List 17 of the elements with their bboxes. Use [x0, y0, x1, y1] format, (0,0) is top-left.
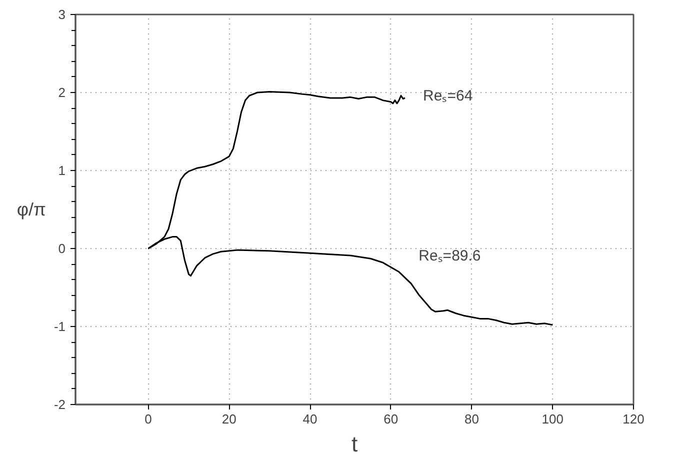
y-tick-label: 1	[58, 163, 66, 178]
series-label: Reₛ=89.6	[418, 247, 481, 264]
y-tick-label: 3	[58, 7, 66, 22]
x-tick-label: 0	[144, 412, 152, 426]
x-tick-label: 20	[222, 412, 236, 426]
y-axis-title: φ/π	[16, 200, 46, 220]
x-tick-label: 40	[302, 412, 318, 426]
y-tick-label: 0	[58, 241, 66, 256]
x-tick-label: 80	[464, 412, 479, 426]
x-axis-title: t	[351, 432, 358, 456]
series-label: Reₛ=64	[423, 87, 473, 104]
y-tick-label: -1	[54, 319, 66, 334]
x-tick-label: 60	[384, 412, 398, 426]
y-tick-label: -2	[54, 397, 66, 412]
x-tick-label: 120	[622, 412, 644, 426]
y-tick-label: 2	[58, 85, 66, 100]
x-tick-label: 100	[542, 412, 564, 426]
